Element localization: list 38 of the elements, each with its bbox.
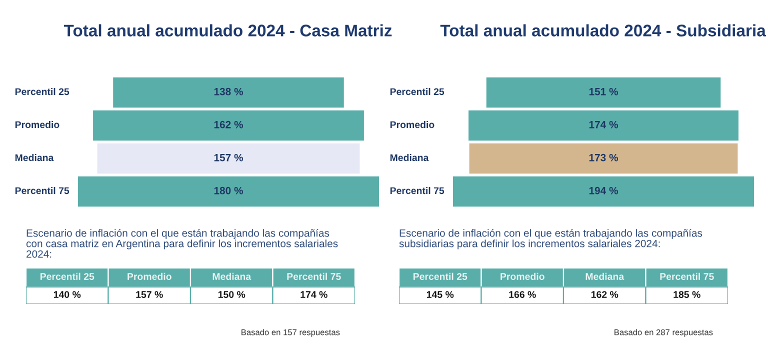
data-label: 151 % xyxy=(589,88,618,96)
category-label: Percentil 25 xyxy=(40,272,94,280)
category-label: Percentil 25 xyxy=(15,88,70,96)
text: 162 % xyxy=(591,291,618,298)
text: 185 % xyxy=(674,291,700,298)
text: 157 % xyxy=(136,291,163,298)
data-label: 138 % xyxy=(214,88,243,96)
category-label: Mediana xyxy=(390,154,429,162)
data-label: 157 % xyxy=(214,154,243,162)
data-label: 174 % xyxy=(589,120,618,128)
text: Total anual acumulado 2024 - Casa Matriz xyxy=(64,24,392,36)
category-label: Percentil 75 xyxy=(287,272,341,280)
category-label: Mediana xyxy=(15,154,54,162)
category-label: Promedio xyxy=(128,272,172,280)
text: Total anual acumulado 2024 - Subsidiaria xyxy=(440,24,766,36)
category-label: Mediana xyxy=(212,272,252,280)
text: 166 % xyxy=(509,291,536,298)
data-label: 162 % xyxy=(214,120,243,128)
text: Escenario de inflación con el que están trabajando las compañías subsidiarias para definir los incrementos salariales 2024: xyxy=(399,229,702,250)
data-label: 194 % xyxy=(589,186,618,194)
category-label: Percentil 75 xyxy=(390,186,444,194)
category-label: Promedio xyxy=(500,272,544,280)
category-label: Promedio xyxy=(390,120,434,128)
text: 140 % xyxy=(54,291,81,298)
category-label: Percentil 25 xyxy=(413,272,468,280)
category-label: Percentil 75 xyxy=(15,186,70,194)
text: Basado en 287 respuestas xyxy=(614,329,713,337)
category-label: Percentil 75 xyxy=(660,272,714,280)
text: Escenario de inflación con el que están trabajando las compañías con casa matriz en Argentina para definir los incrementos salariales 2024: xyxy=(26,229,338,258)
data-label: 173 % xyxy=(589,154,618,162)
text: 174 % xyxy=(300,291,328,298)
text: 145 % xyxy=(426,291,454,298)
text: 150 % xyxy=(218,291,246,298)
text: Basado en 157 respuestas xyxy=(242,329,340,337)
category-label: Percentil 25 xyxy=(390,88,444,96)
data-label: 180 % xyxy=(214,186,243,194)
category-label: Mediana xyxy=(586,272,624,280)
category-label: Promedio xyxy=(15,120,60,128)
